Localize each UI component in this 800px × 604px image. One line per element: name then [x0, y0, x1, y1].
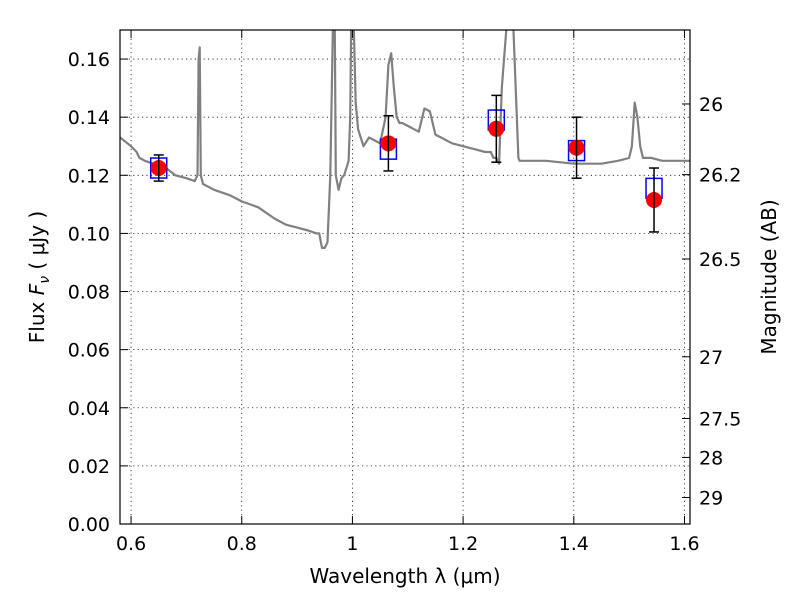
model-spectrum-line — [120, 30, 690, 249]
x-tick-label: 1.2 — [448, 533, 478, 555]
right-tick-label: 28 — [699, 447, 723, 469]
right-axis-title: Magnitude (AB) — [757, 199, 781, 354]
y-tick-label: 0.06 — [68, 340, 110, 362]
y-tick-label: 0.10 — [68, 223, 110, 245]
y-axis-title-unit: ( μJy ) — [25, 211, 49, 276]
y-axis-title-sub: ν — [37, 276, 53, 284]
right-tick-label: 27.5 — [699, 408, 741, 430]
right-tick-label: 27 — [699, 347, 723, 369]
plot-frame — [119, 29, 691, 525]
right-tick-label: 26.2 — [699, 165, 741, 187]
grid — [120, 30, 690, 525]
y-tick-label: 0.00 — [68, 514, 110, 536]
y-tick-label: 0.04 — [68, 398, 110, 420]
x-tick-label: 1 — [346, 533, 358, 555]
spectrum-layer — [120, 30, 690, 249]
y-tick-label: 0.16 — [68, 49, 110, 71]
y-axis-title: Flux Fν ( μJy ) — [25, 211, 53, 343]
right-tick-label: 26.5 — [699, 249, 741, 271]
ticks: 0.6 0.8 1 1.2 1.4 1.6 0.00 0.02 0.04 0.06 0.08 0.10… — [68, 30, 741, 555]
y-tick-label: 0.12 — [68, 165, 110, 187]
y-tick-label: 0.02 — [68, 456, 110, 478]
marker-layer — [149, 94, 663, 233]
x-tick-label: 1.4 — [559, 533, 589, 555]
right-tick-label: 26 — [699, 94, 723, 116]
y-axis-title-var: F — [25, 283, 49, 295]
x-tick-label: 0.6 — [116, 533, 146, 555]
svg-text:Flux Fν ( μJy ): Flux Fν ( μJy ) — [25, 211, 53, 343]
y-tick-label: 0.14 — [68, 107, 110, 129]
x-tick-label: 1.6 — [669, 533, 699, 555]
x-tick-label: 0.8 — [227, 533, 257, 555]
y-tick-label: 0.08 — [68, 282, 110, 304]
right-tick-label: 29 — [699, 487, 723, 509]
x-axis-title: Wavelength λ (μm) — [309, 564, 500, 588]
y-axis-title-prefix: Flux — [25, 295, 49, 343]
